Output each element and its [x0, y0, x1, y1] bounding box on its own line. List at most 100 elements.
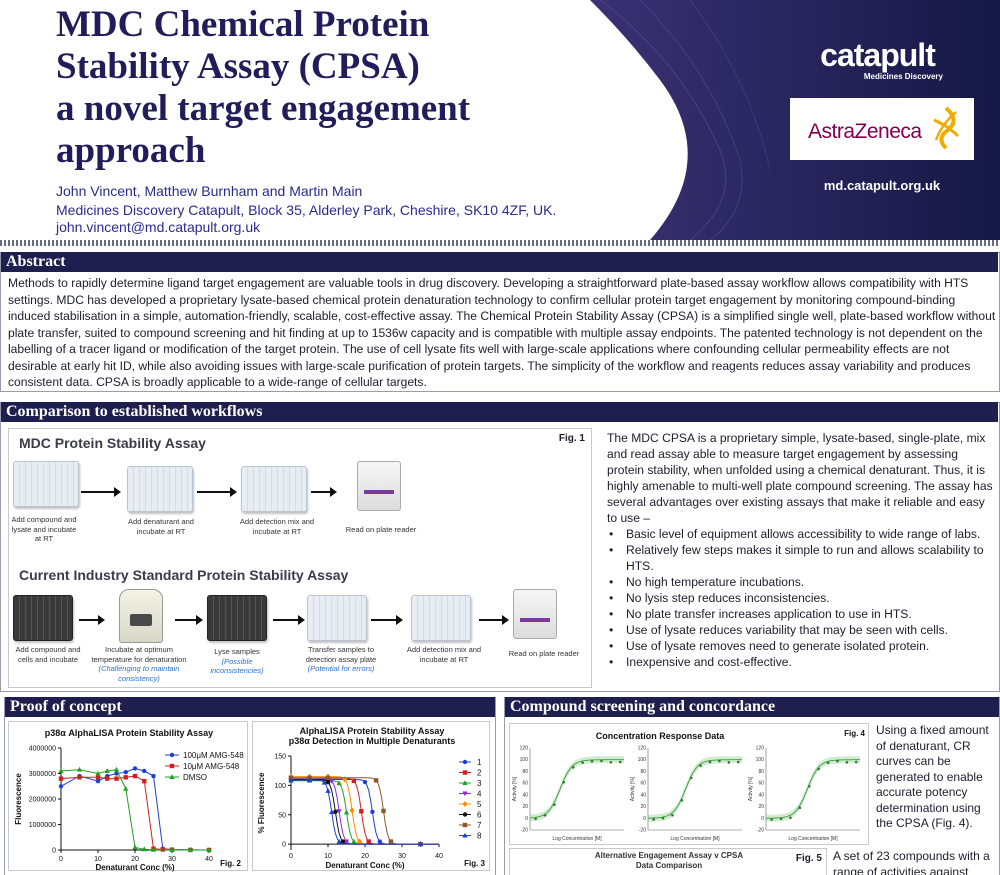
- chart-subtitle: p38α Detection in Multiple Denaturants: [289, 736, 456, 746]
- x-tick-label: 0: [289, 853, 293, 860]
- catapult-wordmark: catapult: [820, 37, 936, 73]
- data-point: [600, 759, 603, 763]
- y-tick-label: 0: [643, 816, 646, 822]
- x-tick-label: 40: [205, 856, 213, 863]
- data-point: [362, 779, 368, 785]
- data-point: [826, 761, 830, 765]
- y-axis-title: Activity [%]: [512, 776, 518, 801]
- data-point: [325, 779, 331, 785]
- data-point: [76, 766, 83, 772]
- fit-curve: [648, 759, 742, 819]
- data-point: [462, 801, 468, 807]
- y-tick-label: 120: [638, 746, 647, 752]
- arrow-icon: [197, 487, 237, 497]
- title-line: Stability Assay (CPSA): [56, 46, 420, 87]
- y-tick-label: 3000000: [29, 771, 56, 778]
- data-point: [462, 822, 468, 828]
- astrazeneca-logo: AstraZeneca: [790, 98, 974, 160]
- workflow-step: Add compound and cells and incubate: [9, 645, 87, 664]
- data-point: [699, 764, 702, 767]
- data-point: [373, 778, 379, 783]
- data-point: [351, 778, 357, 784]
- y-tick-label: 100: [638, 757, 647, 763]
- y-tick-label: 20: [522, 804, 528, 810]
- data-point: [58, 768, 64, 773]
- list-item: Inexpensive and cost-effective.: [607, 654, 993, 670]
- list-item: No plate transfer increases application …: [607, 606, 993, 622]
- data-point: [104, 768, 110, 773]
- data-point: [169, 752, 175, 758]
- list-item: Use of lysate removes need to generate i…: [607, 638, 993, 654]
- data-point: [169, 774, 175, 779]
- data-point: [123, 775, 128, 780]
- data-point: [562, 780, 566, 784]
- fig4-description: Using a fixed amount of denaturant, CR c…: [876, 723, 989, 830]
- data-point: [388, 839, 394, 844]
- fit-curve: [529, 759, 624, 819]
- x-tick-label: 30: [168, 856, 176, 863]
- data-point: [123, 770, 128, 775]
- list-item: No lysis step reduces inconsistencies.: [607, 590, 993, 606]
- data-point: [151, 773, 156, 779]
- data-point: [462, 832, 468, 838]
- step-text: Transfer samples to detection assay plat…: [305, 645, 377, 664]
- data-point: [150, 846, 157, 852]
- workflow-step: Transfer samples to detection assay plat…: [295, 645, 387, 674]
- screening-heading: Compound screening and concordance: [505, 697, 999, 717]
- header-divider: [0, 240, 1000, 246]
- step-text: Read on plate reader: [508, 649, 580, 658]
- arrow-icon: [175, 615, 203, 625]
- catapult-logo: catapult Medicines Discovery: [800, 38, 955, 81]
- step-note: (Possible inconsistencies): [210, 656, 264, 676]
- confidence-band: [766, 756, 860, 822]
- confidence-band: [648, 756, 742, 822]
- data-point: [113, 766, 120, 772]
- data-point: [553, 803, 556, 806]
- title-line: MDC Chemical Protein: [56, 4, 430, 45]
- y-tick-label: 60: [522, 781, 528, 787]
- data-point: [462, 770, 468, 775]
- data-point: [417, 841, 424, 847]
- y-tick-label: 50: [278, 812, 286, 819]
- data-point: [105, 776, 110, 781]
- y-tick-label: 40: [522, 792, 528, 798]
- title-line: a novel target engagement: [56, 88, 471, 129]
- title-line: approach: [56, 130, 206, 171]
- legend-label: 7: [477, 821, 482, 830]
- step-text: Lyse samples: [214, 647, 260, 656]
- data-point: [95, 770, 101, 776]
- data-point: [798, 806, 802, 810]
- data-point: [142, 778, 147, 784]
- data-point: [336, 838, 342, 844]
- arrow-icon: [311, 487, 337, 497]
- plate-reader-icon: [513, 589, 557, 639]
- assay-plate-icon: [241, 466, 307, 512]
- data-point: [58, 776, 64, 781]
- legend-label: 5: [477, 800, 482, 809]
- figure-label: Fig. 1: [558, 433, 585, 444]
- arrow-icon: [81, 487, 121, 497]
- data-point: [306, 777, 313, 783]
- chart-title: p38α AlphaLISA Protein Stability Assay: [45, 728, 213, 738]
- data-point: [132, 773, 138, 779]
- y-tick-label: 0: [52, 848, 56, 855]
- data-point: [543, 813, 547, 817]
- workflow-step: Add denaturant and incubate at RT: [128, 517, 194, 536]
- data-point: [381, 808, 386, 814]
- data-point: [590, 760, 594, 763]
- site-url[interactable]: md.catapult.org.uk: [823, 178, 941, 193]
- figure-label: Fig. 3: [464, 859, 485, 868]
- x-tick-label: 20: [131, 856, 139, 863]
- data-point: [571, 766, 575, 769]
- data-point: [845, 761, 849, 764]
- data-point: [336, 780, 342, 786]
- data-point: [366, 839, 371, 844]
- y-tick-label: 60: [640, 781, 646, 787]
- data-point: [680, 799, 684, 802]
- chart-title: AlphaLISA Protein Stability Assay: [300, 726, 445, 736]
- data-point: [718, 759, 721, 763]
- header-banner: MDC Chemical Protein Stability Assay (CP…: [0, 0, 1000, 240]
- email-address: john.vincent@md.catapult.org.uk: [56, 219, 261, 235]
- data-point: [321, 779, 327, 785]
- data-point: [343, 839, 350, 845]
